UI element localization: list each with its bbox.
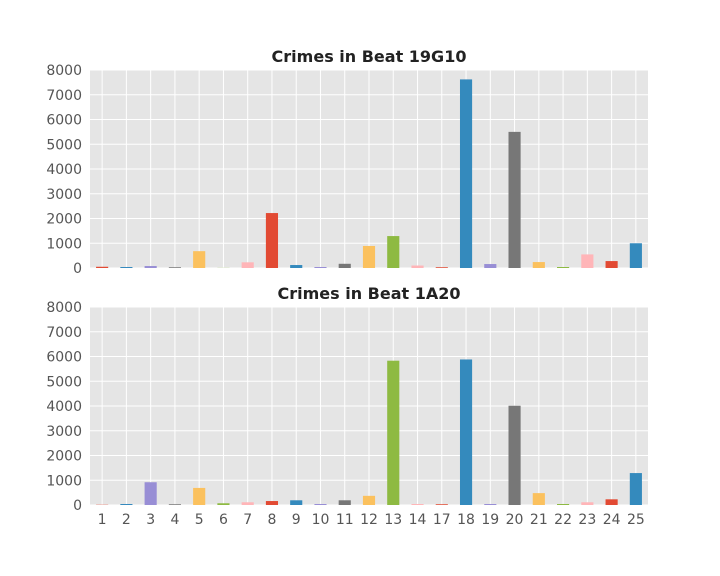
bar-23 <box>581 502 594 505</box>
x-tick-label: 23 <box>578 512 596 528</box>
y-tick-label: 1000 <box>46 473 82 489</box>
y-tick-label: 6000 <box>46 350 82 366</box>
bar-8 <box>265 501 279 505</box>
bar-5 <box>193 251 206 268</box>
y-tick-labels: 0 1000 2000 3000 4000 5000 6000 7000 8000 <box>46 300 82 514</box>
y-tick-label: 7000 <box>46 325 82 341</box>
y-tick-label: 8000 <box>46 300 82 316</box>
x-tick-label: 7 <box>243 512 252 528</box>
x-tick-label: 11 <box>336 512 354 528</box>
bar-1 <box>96 266 109 268</box>
x-tick-label: 24 <box>603 512 621 528</box>
bar-4 <box>168 504 181 505</box>
x-tick-label: 3 <box>146 512 155 528</box>
bar-19 <box>484 504 497 505</box>
x-tick-label: 9 <box>292 512 301 528</box>
bar-10 <box>314 504 327 505</box>
chart-title: Crimes in Beat 19G10 <box>272 47 467 66</box>
y-tick-label: 5000 <box>46 374 82 390</box>
bar-25 <box>629 243 642 268</box>
bar-11 <box>338 500 351 505</box>
x-tick-label: 1 <box>98 512 107 528</box>
y-tick-label: 7000 <box>46 88 82 104</box>
bar-10 <box>314 267 327 268</box>
bar-9 <box>290 500 303 505</box>
bar-2 <box>120 504 133 505</box>
bar-24 <box>605 261 618 268</box>
y-tick-label: 3000 <box>46 187 82 203</box>
y-tick-label: 3000 <box>46 424 82 440</box>
bar-22 <box>557 267 570 268</box>
x-tick-label: 14 <box>409 512 427 528</box>
x-tick-label: 4 <box>170 512 179 528</box>
bar-22 <box>557 504 570 505</box>
y-tick-labels: 0 1000 2000 3000 4000 5000 6000 7000 8000 <box>46 63 82 277</box>
x-tick-label: 20 <box>506 512 524 528</box>
bar-2 <box>120 267 133 268</box>
x-tick-label: 18 <box>457 512 475 528</box>
bar-24 <box>605 499 618 505</box>
bar-3 <box>144 266 157 268</box>
y-tick-label: 2000 <box>46 212 82 228</box>
bar-25 <box>629 473 642 505</box>
bar-11 <box>338 263 351 268</box>
x-tick-label: 6 <box>219 512 228 528</box>
x-tick-label: 5 <box>195 512 204 528</box>
bar-4 <box>168 267 181 268</box>
bar-9 <box>290 265 303 268</box>
x-tick-label: 17 <box>433 512 451 528</box>
bar-6 <box>217 503 230 505</box>
bar-20 <box>508 131 521 268</box>
bar-21 <box>532 493 545 505</box>
bars <box>96 79 642 268</box>
bar-14 <box>411 504 424 505</box>
x-tick-label: 10 <box>312 512 330 528</box>
x-tick-label: 19 <box>481 512 499 528</box>
bar-3 <box>144 482 157 505</box>
bar-17 <box>435 504 448 505</box>
y-tick-label: 0 <box>73 261 82 277</box>
x-tick-label: 13 <box>384 512 402 528</box>
x-tick-label: 8 <box>267 512 276 528</box>
bar-18 <box>459 359 473 505</box>
x-tick-label: 22 <box>554 512 572 528</box>
bar-19 <box>484 264 497 268</box>
bar-12 <box>362 495 376 505</box>
bar-17 <box>435 267 448 268</box>
y-tick-label: 1000 <box>46 236 82 252</box>
bar-13 <box>387 236 400 268</box>
x-tick-label: 25 <box>627 512 645 528</box>
bar-8 <box>265 213 279 268</box>
x-tick-label: 21 <box>530 512 548 528</box>
bar-23 <box>581 254 594 268</box>
bar-5 <box>193 487 206 505</box>
bar-13 <box>387 360 400 505</box>
bar-18 <box>459 79 473 268</box>
y-tick-label: 5000 <box>46 137 82 153</box>
y-tick-label: 4000 <box>46 162 82 178</box>
bar-12 <box>362 245 376 268</box>
x-tick-labels: 1 2 3 4 5 6 7 8 9 10 11 12 13 14 17 18 19 20 21 22 23 24 25 <box>98 512 645 528</box>
y-tick-label: 2000 <box>46 449 82 465</box>
x-tick-label: 2 <box>122 512 131 528</box>
bar-7 <box>241 502 254 505</box>
bar-20 <box>508 405 521 505</box>
bar-14 <box>411 265 424 268</box>
y-tick-label: 0 <box>73 498 82 514</box>
bars <box>96 359 642 505</box>
chart-title: Crimes in Beat 1A20 <box>277 284 460 303</box>
bar-7 <box>241 262 254 268</box>
y-tick-label: 8000 <box>46 63 82 79</box>
y-tick-label: 4000 <box>46 399 82 415</box>
x-tick-label: 12 <box>360 512 378 528</box>
chart-beat-19g10: 0 1000 2000 3000 4000 5000 6000 7000 8000 Crimes… <box>46 47 648 277</box>
bar-21 <box>532 262 545 268</box>
y-tick-label: 6000 <box>46 113 82 129</box>
